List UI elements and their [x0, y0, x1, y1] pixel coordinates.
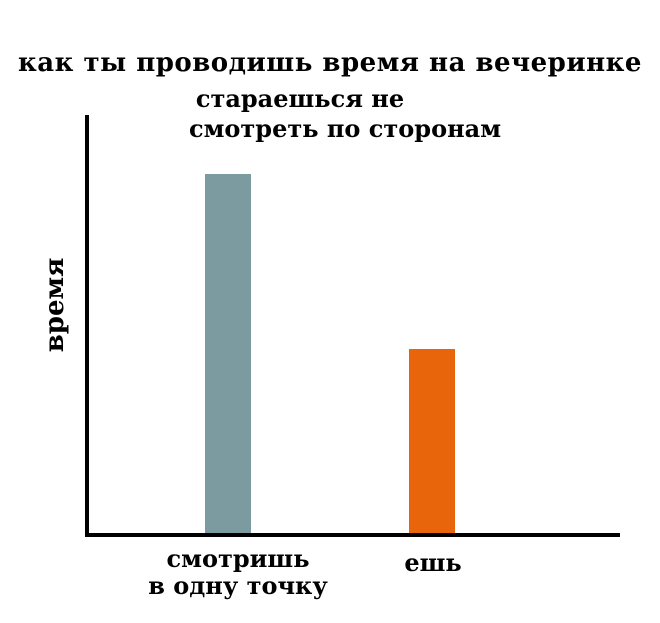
plot-area	[85, 115, 620, 537]
chart-annotation-line-1: стараешься не	[195, 84, 405, 113]
bar-eat	[409, 349, 455, 533]
x-axis-labels: смотришь в одну точку ешь	[0, 545, 660, 615]
x-tick-label-eat: ешь	[404, 548, 462, 577]
chart-title: как ты проводишь время на вечеринке	[18, 48, 642, 78]
chart-annotation: стараешься не смотреть по сторонам	[0, 84, 660, 144]
chart-annotation-line-2: смотреть по сторонам	[188, 114, 502, 143]
y-axis-label-text: время	[40, 257, 70, 353]
bar-stare-at-one-point	[205, 174, 251, 533]
x-tick-label-stare: смотришь в одну точку	[148, 544, 328, 600]
